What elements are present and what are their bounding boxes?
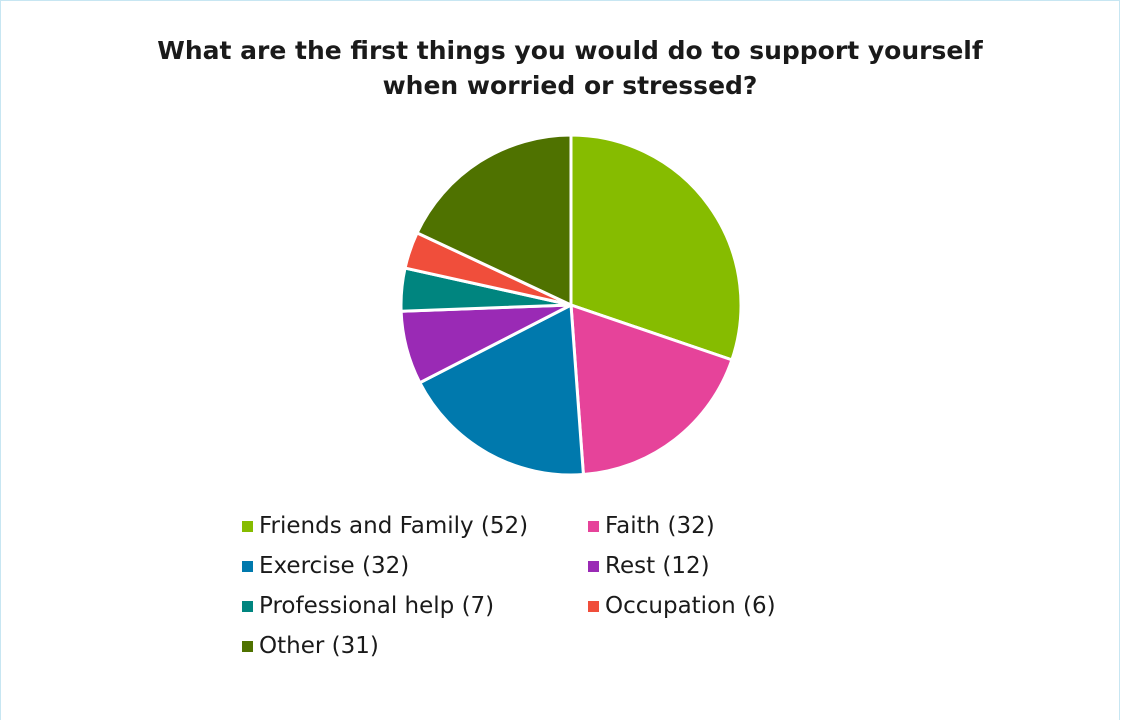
legend-label: Rest (12)	[605, 553, 710, 579]
chart-title-line-2: when worried or stressed?	[382, 71, 758, 100]
legend-row: Professional help (7) Occupation (6)	[242, 593, 862, 633]
legend-label: Friends and Family (52)	[259, 513, 529, 539]
pie-slice-exercise	[418, 303, 585, 477]
legend-label: Professional help (7)	[259, 593, 495, 619]
legend-swatch	[242, 640, 253, 652]
chart-legend: Friends and Family (52) Faith (32) Exercis…	[242, 513, 862, 673]
pie-slice-faith	[569, 303, 734, 477]
legend-swatch	[588, 600, 599, 612]
pie-slice-other	[415, 133, 573, 307]
legend-item: Professional help (7)	[242, 593, 494, 619]
legend-label: Faith (32)	[605, 513, 715, 539]
legend-item: Friends and Family (52)	[242, 513, 528, 539]
legend-item: Rest (12)	[588, 553, 710, 579]
legend-item: Faith (32)	[588, 513, 715, 539]
chart-title-line-1: What are the first things you would do t…	[157, 36, 983, 65]
pie-slice-friends-and-family	[569, 133, 743, 362]
chart-title: What are the first things you would do t…	[0, 33, 1122, 103]
legend-swatch	[242, 600, 253, 612]
legend-item: Exercise (32)	[242, 553, 409, 579]
legend-swatch	[242, 520, 253, 532]
legend-row: Friends and Family (52) Faith (32)	[242, 513, 862, 553]
legend-swatch	[588, 560, 599, 572]
legend-swatch	[588, 520, 599, 532]
legend-item: Occupation (6)	[588, 593, 776, 619]
legend-label: Other (31)	[259, 633, 379, 659]
legend-swatch	[242, 560, 253, 572]
legend-label: Occupation (6)	[605, 593, 776, 619]
legend-label: Exercise (32)	[259, 553, 410, 579]
legend-row: Other (31)	[242, 633, 862, 673]
legend-item: Other (31)	[242, 633, 379, 659]
legend-row: Exercise (32) Rest (12)	[242, 553, 862, 593]
